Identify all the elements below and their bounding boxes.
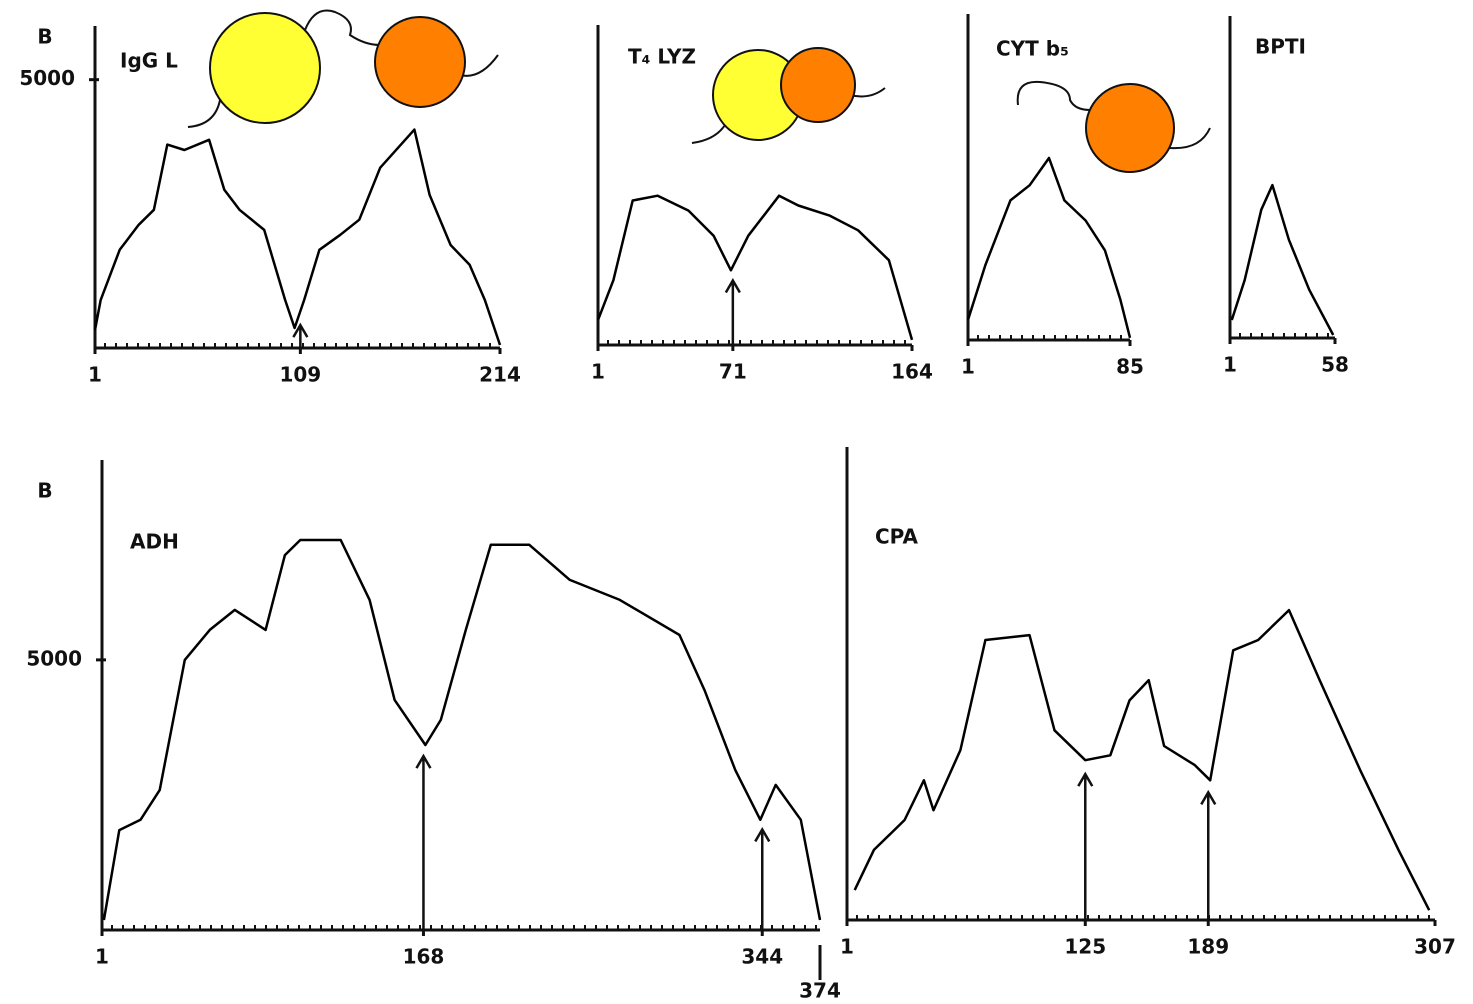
tail bbox=[187, 99, 221, 128]
arrow bbox=[415, 753, 432, 930]
arrow bbox=[754, 826, 771, 930]
linker bbox=[1016, 80, 1091, 111]
x-tick-label: 1 bbox=[591, 360, 605, 384]
arrow bbox=[724, 278, 741, 345]
domain bbox=[374, 16, 466, 108]
profile-line bbox=[1230, 183, 1335, 336]
x-tick-label: 374 bbox=[799, 979, 841, 1003]
x-tick-label: 85 bbox=[1116, 355, 1144, 379]
x-tick-label: 58 bbox=[1321, 353, 1349, 377]
arrow bbox=[292, 322, 309, 348]
profile-line bbox=[966, 156, 1132, 339]
profile-line bbox=[853, 608, 1431, 911]
panel-title: CYT b₅ bbox=[996, 37, 1069, 61]
y-tick-label: 5000 bbox=[19, 66, 75, 90]
x-tick-label: 1 bbox=[961, 355, 975, 379]
panel-title: BPTI bbox=[1255, 35, 1306, 59]
x-tick-label: 164 bbox=[891, 360, 933, 384]
x-tick-label: 71 bbox=[719, 360, 747, 384]
linker bbox=[304, 9, 381, 46]
panel-title: T₄ LYZ bbox=[628, 45, 696, 69]
x-tick-label: 1 bbox=[88, 363, 102, 387]
x-tick-label: 214 bbox=[479, 363, 521, 387]
x-tick-label: 344 bbox=[741, 945, 783, 969]
x-tick-label: 189 bbox=[1187, 935, 1229, 959]
domain bbox=[780, 47, 856, 123]
y-axis-label: B bbox=[37, 479, 52, 503]
profile-line bbox=[596, 194, 914, 341]
x-tick-label: 109 bbox=[279, 363, 321, 387]
panel-title: ADH bbox=[130, 530, 179, 554]
domain-cartoons bbox=[187, 9, 1211, 173]
x-tick-label: 1 bbox=[95, 945, 109, 969]
x-tick-label: 1 bbox=[840, 935, 854, 959]
panel-title: CPA bbox=[875, 525, 919, 549]
arrow bbox=[1200, 789, 1217, 920]
profile-line bbox=[102, 538, 822, 921]
x-tick-label: 168 bbox=[403, 945, 445, 969]
panel-title: IgG L bbox=[120, 49, 178, 73]
x-tick-label: 125 bbox=[1064, 935, 1106, 959]
domain bbox=[1085, 83, 1175, 173]
profile-line bbox=[93, 128, 502, 346]
domain bbox=[209, 12, 321, 124]
x-tick-label: 1 bbox=[1223, 353, 1237, 377]
tail bbox=[1169, 127, 1211, 150]
tail bbox=[691, 124, 726, 144]
arrow bbox=[1077, 771, 1094, 920]
y-axis-label: B bbox=[37, 25, 52, 49]
x-tick-label: 307 bbox=[1414, 935, 1456, 959]
y-tick-label: 5000 bbox=[26, 646, 82, 670]
